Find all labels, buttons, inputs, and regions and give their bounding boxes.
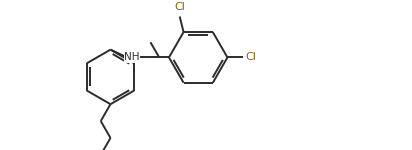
- Text: NH: NH: [124, 52, 140, 62]
- Text: Cl: Cl: [245, 52, 256, 62]
- Text: Cl: Cl: [174, 2, 185, 12]
